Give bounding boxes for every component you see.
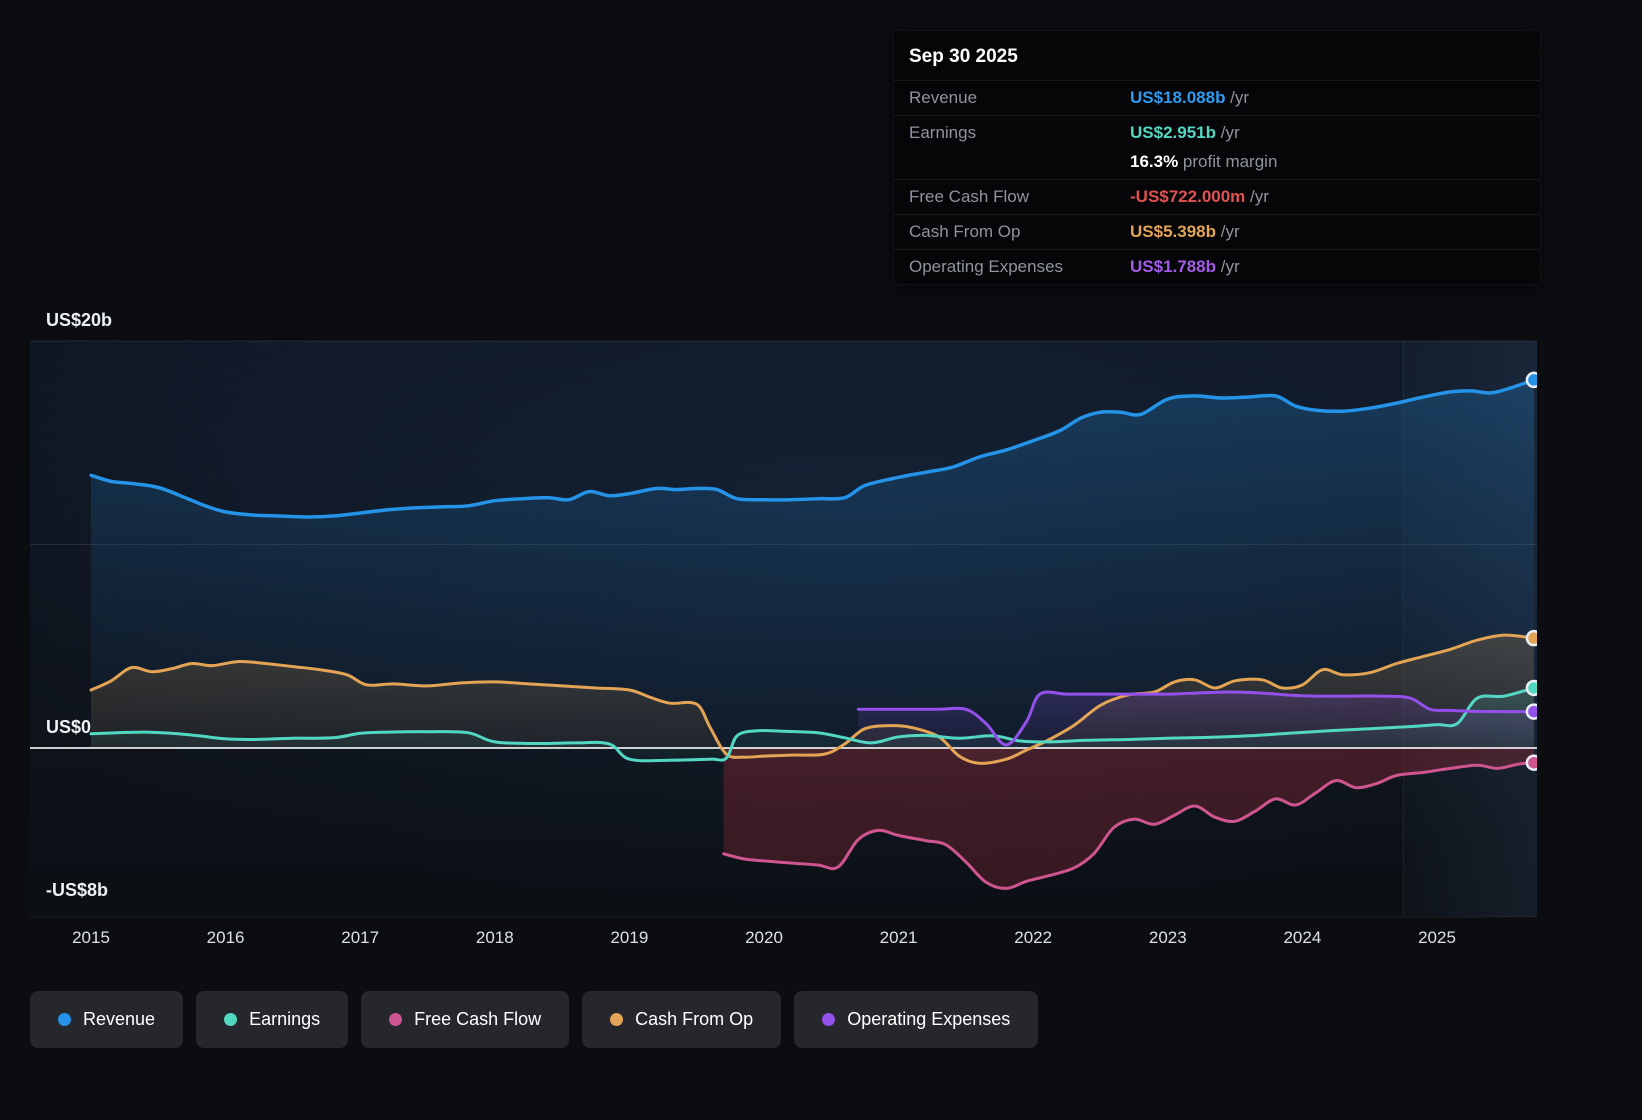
x-axis-label-2023: 2023 (1148, 928, 1187, 947)
tooltip-row: Cash From Op US$5.398b /yr (894, 214, 1540, 249)
x-axis-label-2019: 2019 (610, 928, 649, 947)
line-cash-from-op (89, 633, 1536, 765)
x-axis-label-2015: 2015 (72, 928, 110, 947)
tooltip-row: Free Cash Flow -US$722.000m /yr (894, 179, 1540, 214)
line-earnings (89, 686, 1536, 763)
y-axis-label: -US$8b (46, 879, 109, 900)
legend-item-cash-from-op[interactable]: Cash From Op (582, 991, 782, 1048)
tooltip-rows: Revenue US$18.088b /yr Earnings US$2.951b /… (894, 80, 1540, 284)
tooltip-card: Sep 30 2025 Revenue US$18.088b /yr Earning… (893, 30, 1541, 285)
tooltip-row-value: 16.3% profit margin (1130, 152, 1278, 171)
legend-label: Cash From Op (635, 1009, 754, 1029)
legend-item-operating-expenses[interactable]: Operating Expenses (794, 991, 1039, 1048)
legend-item-revenue[interactable]: Revenue (30, 991, 184, 1048)
tooltip-row-value: US$2.951b /yr (1130, 123, 1240, 142)
endpoint-dot-operating-expenses (1525, 703, 1537, 720)
x-axis-label-2017: 2017 (341, 928, 380, 947)
line-revenue (89, 378, 1536, 519)
area-free-cash-flow (723, 748, 1534, 889)
x-axis-label-2016: 2016 (206, 928, 245, 947)
legend-label: Revenue (83, 1009, 156, 1029)
tooltip-row-label: Revenue (909, 88, 978, 107)
tooltip-row-label: Operating Expenses (909, 257, 1064, 276)
x-axis-label-2020: 2020 (745, 928, 783, 947)
line-operating-expenses (856, 690, 1536, 747)
endpoint-group (1525, 371, 1537, 771)
legend-label: Operating Expenses (847, 1009, 1011, 1029)
tooltip-row-value: US$18.088b /yr (1130, 88, 1250, 107)
tooltip-row-label: Free Cash Flow (909, 187, 1029, 206)
area-revenue (91, 379, 1534, 748)
y-axis-label: US$20b (46, 310, 113, 330)
endpoint-dot-revenue (1525, 371, 1537, 389)
endpoint-dot-earnings (1525, 679, 1537, 697)
legend-label: Free Cash Flow (414, 1009, 542, 1029)
y-axis-label: US$0 (46, 717, 92, 737)
legend-dot-icon (58, 1013, 71, 1026)
tooltip-row: 16.3% profit margin (894, 150, 1540, 179)
endpoint-dot-free-cash-flow (1525, 754, 1537, 771)
tooltip-row: Operating Expenses US$1.788b /yr (894, 249, 1540, 284)
x-axis-label-2024: 2024 (1283, 928, 1322, 947)
tooltip-row: Earnings US$2.951b /yr (894, 115, 1540, 150)
tooltip-row-value: US$1.788b /yr (1130, 257, 1240, 276)
legend-dot-icon (822, 1013, 836, 1026)
x-axis-label-2022: 2022 (1014, 928, 1053, 947)
legend-label: Earnings (249, 1009, 321, 1029)
legend-item-earnings[interactable]: Earnings (196, 991, 349, 1048)
chart-legend: Revenue Earnings Free Cash Flow Cash From O… (30, 991, 1039, 1048)
legend-item-free-cash-flow[interactable]: Free Cash Flow (361, 991, 570, 1048)
x-axis-label-2018: 2018 (475, 928, 514, 947)
legend-dot-icon (389, 1013, 403, 1026)
x-axis-label-2025: 2025 (1418, 928, 1456, 947)
tooltip-row: Revenue US$18.088b /yr (894, 80, 1540, 115)
tooltip-date: Sep 30 2025 (909, 46, 1018, 67)
tooltip-row-label: Earnings (909, 123, 977, 142)
endpoint-dot-cash-from-op (1525, 629, 1537, 647)
legend-dot-icon (224, 1013, 238, 1026)
area-operating-expenses (858, 692, 1534, 748)
legend-dot-icon (610, 1013, 624, 1026)
tooltip-row-label: Cash From Op (909, 222, 1021, 241)
x-axis-label-2021: 2021 (879, 928, 918, 947)
line-free-cash-flow (722, 761, 1536, 890)
tooltip-row-value: US$5.398b /yr (1130, 222, 1240, 241)
tooltip-row-value: -US$722.000m /yr (1130, 187, 1269, 206)
line-group (89, 378, 1536, 890)
